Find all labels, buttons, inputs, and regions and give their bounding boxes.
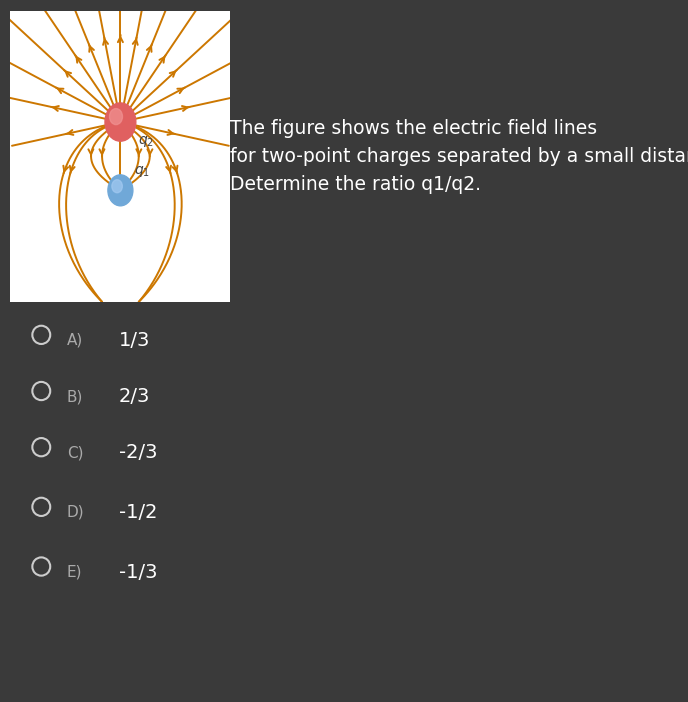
Circle shape xyxy=(112,180,122,193)
Text: A): A) xyxy=(67,333,83,348)
Circle shape xyxy=(109,109,122,125)
Text: -1/2: -1/2 xyxy=(119,503,158,522)
Text: E): E) xyxy=(67,564,83,580)
Text: C): C) xyxy=(67,445,83,461)
Circle shape xyxy=(108,175,133,206)
Text: 1/3: 1/3 xyxy=(119,331,151,350)
Text: $q_2$: $q_2$ xyxy=(138,133,154,149)
Circle shape xyxy=(105,103,136,141)
Bar xyxy=(10,11,230,302)
Text: B): B) xyxy=(67,389,83,404)
Text: $q_1$: $q_1$ xyxy=(134,164,151,179)
Text: The figure shows the electric field lines
for two-point charges separated by a s: The figure shows the electric field line… xyxy=(230,119,688,194)
Text: 2/3: 2/3 xyxy=(119,387,151,406)
Text: -1/3: -1/3 xyxy=(119,562,158,582)
Text: D): D) xyxy=(67,505,85,520)
Text: -2/3: -2/3 xyxy=(119,443,158,463)
